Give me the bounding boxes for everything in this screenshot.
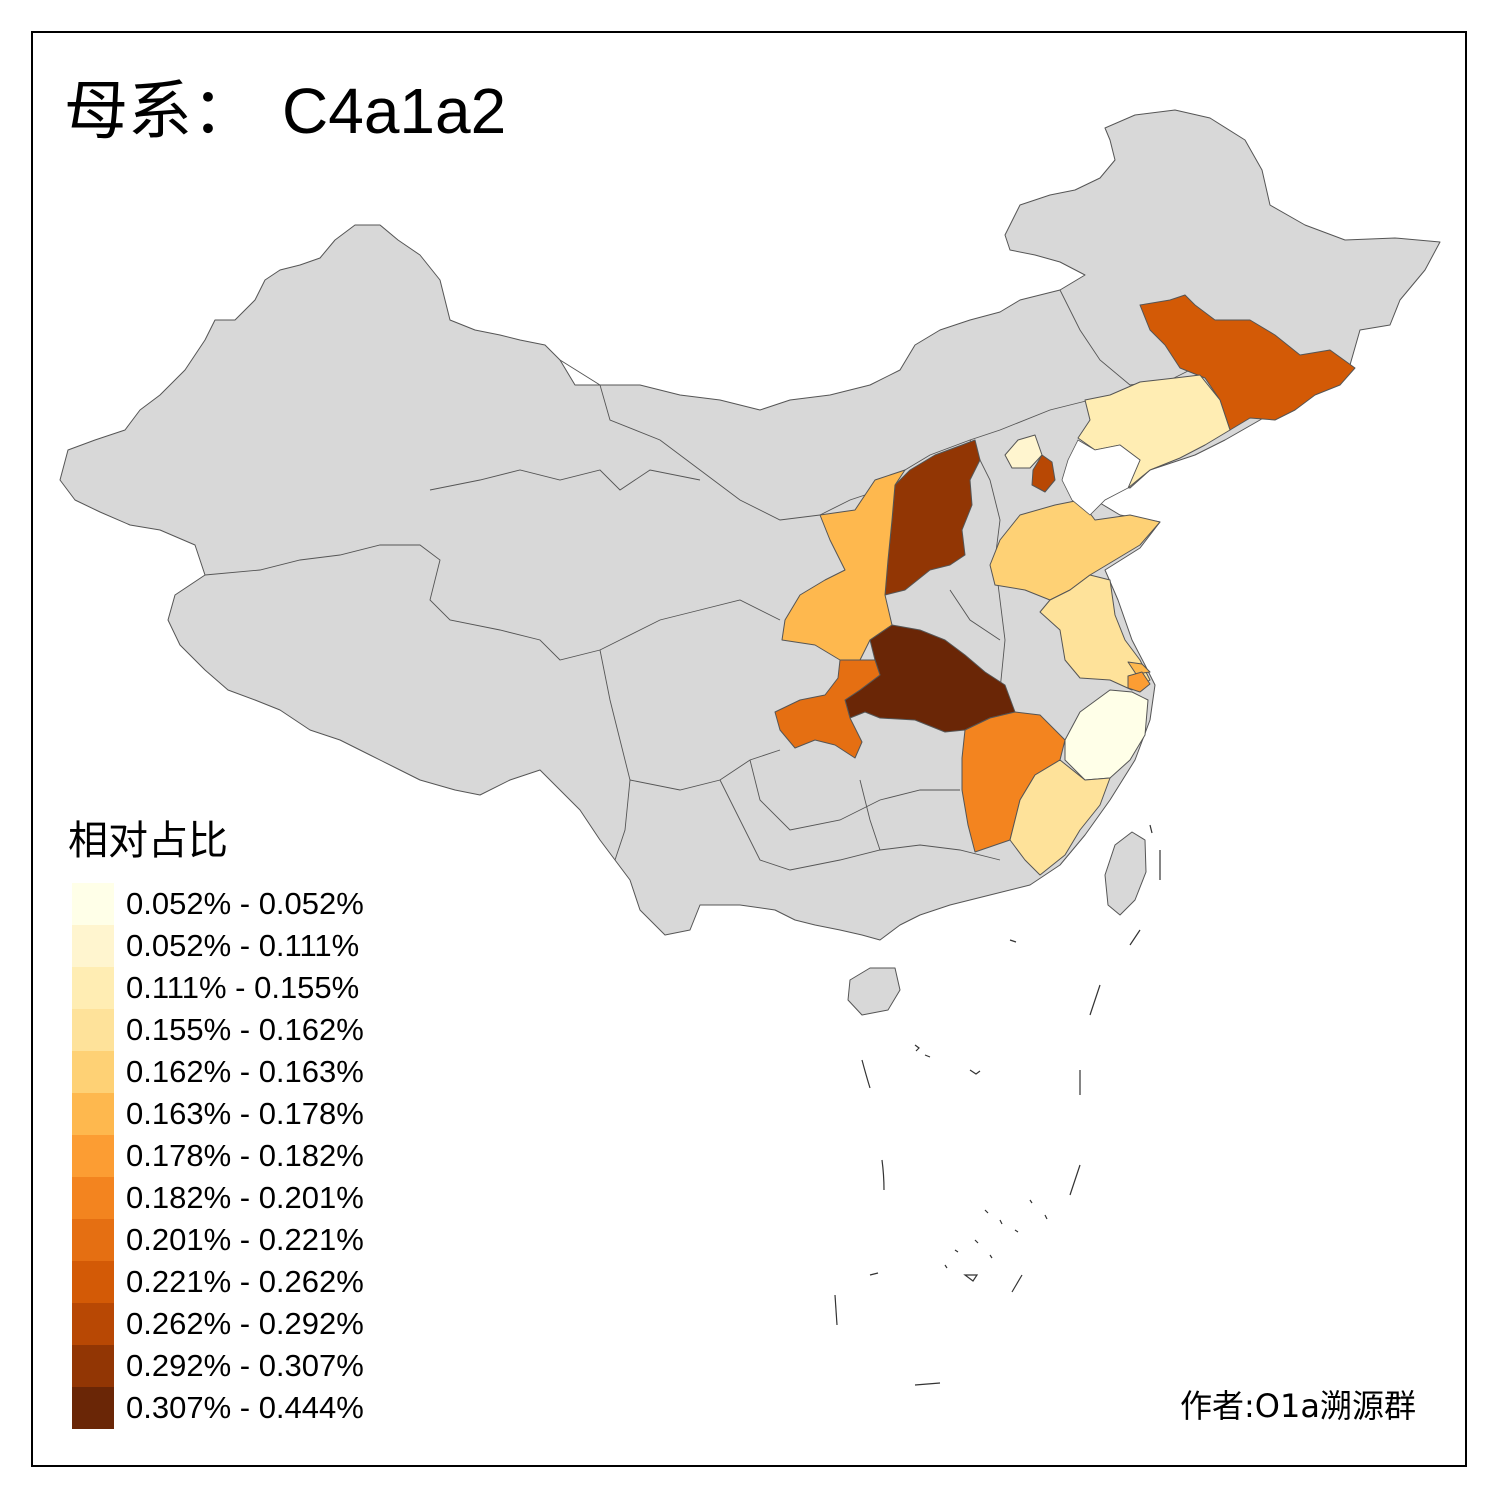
legend-label: 0.111% - 0.155%	[126, 970, 360, 1005]
region-shandong	[989, 499, 1161, 601]
region-chongqing	[774, 659, 881, 759]
legend-swatch	[72, 1303, 114, 1345]
taiwan-island	[1104, 831, 1147, 916]
region-shanghai	[1127, 671, 1151, 693]
map-title: 母系： C4a1a2	[64, 76, 506, 147]
bohai-sea	[1061, 439, 1141, 516]
legend-swatch	[72, 1051, 114, 1093]
hainan-island	[847, 967, 901, 1016]
legend-label: 0.178% - 0.182%	[126, 1138, 364, 1173]
region-jiangsu	[1039, 574, 1151, 691]
author-credit: 作者:O1a溯源群	[1180, 1387, 1416, 1425]
legend-swatch	[72, 1261, 114, 1303]
region-fujian	[1009, 759, 1111, 876]
region-liaoning	[1077, 374, 1231, 489]
title-lineage: C4a1a2	[282, 75, 507, 147]
legend-label: 0.052% - 0.111%	[126, 928, 360, 963]
legend-label: 0.201% - 0.221%	[126, 1222, 364, 1257]
legend-swatch	[72, 1093, 114, 1135]
legend-swatch	[72, 1387, 114, 1429]
base-landmass	[59, 109, 1441, 941]
region-jilin	[1139, 294, 1356, 431]
legend-swatch	[72, 1219, 114, 1261]
region-tianjin	[1031, 454, 1056, 493]
legend-label: 0.052% - 0.052%	[126, 886, 364, 921]
province-boundaries	[204, 289, 1191, 871]
legend-label: 0.155% - 0.162%	[126, 1012, 364, 1047]
legend-swatch	[72, 925, 114, 967]
region-shaanxi	[781, 469, 906, 661]
legend-label: 0.163% - 0.178%	[126, 1096, 364, 1131]
legend-swatch	[72, 1177, 114, 1219]
map-frame	[31, 31, 1467, 1467]
legend-swatch	[72, 1009, 114, 1051]
legend-label: 0.221% - 0.262%	[126, 1264, 364, 1299]
legend-swatch	[72, 883, 114, 925]
region-zhejiang	[1064, 689, 1149, 781]
title-prefix: 母系：	[64, 75, 256, 149]
region-shanghai-north	[1127, 661, 1151, 675]
legend-label: 0.162% - 0.163%	[126, 1054, 364, 1089]
legend-label: 0.307% - 0.444%	[126, 1390, 364, 1425]
legend-swatch	[72, 967, 114, 1009]
legend-label: 0.182% - 0.201%	[126, 1180, 364, 1215]
legend-swatch	[72, 1135, 114, 1177]
legend-label: 0.262% - 0.292%	[126, 1306, 364, 1341]
legend-label: 0.292% - 0.307%	[126, 1348, 364, 1383]
legend-swatch	[72, 1345, 114, 1387]
colored-provinces	[774, 294, 1356, 876]
south-sea-islands	[834, 824, 1161, 1386]
legend-title: 相对占比	[68, 818, 228, 864]
